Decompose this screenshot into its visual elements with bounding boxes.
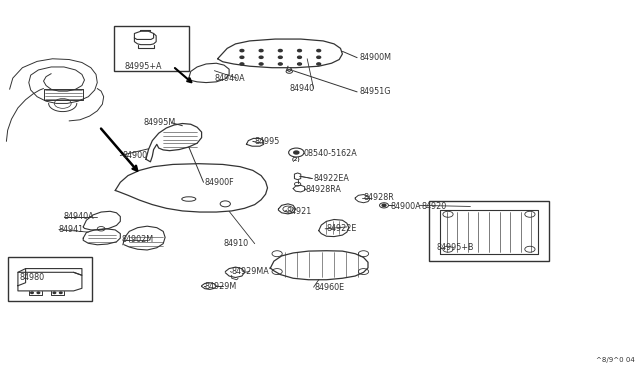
Text: 84921: 84921 bbox=[287, 207, 312, 216]
Circle shape bbox=[317, 63, 321, 65]
Circle shape bbox=[240, 63, 244, 65]
Text: 84951G: 84951G bbox=[360, 87, 391, 96]
Circle shape bbox=[31, 292, 33, 294]
Circle shape bbox=[298, 63, 301, 65]
Circle shape bbox=[317, 56, 321, 58]
Circle shape bbox=[240, 49, 244, 52]
Text: 84995: 84995 bbox=[255, 137, 280, 146]
Text: 84929MA: 84929MA bbox=[232, 267, 269, 276]
Circle shape bbox=[259, 56, 263, 58]
Text: 84960E: 84960E bbox=[315, 283, 345, 292]
Circle shape bbox=[278, 49, 282, 52]
Circle shape bbox=[53, 292, 56, 294]
Text: 84920: 84920 bbox=[421, 202, 446, 211]
Text: 84995M: 84995M bbox=[144, 118, 176, 127]
Text: ^8/9^0 04: ^8/9^0 04 bbox=[596, 357, 635, 363]
Text: 84900F: 84900F bbox=[205, 178, 234, 187]
Circle shape bbox=[259, 63, 263, 65]
Text: 84922EA: 84922EA bbox=[314, 174, 349, 183]
Text: (2): (2) bbox=[292, 157, 301, 162]
Circle shape bbox=[37, 292, 40, 294]
Text: 84929M: 84929M bbox=[205, 282, 237, 291]
Text: 84900: 84900 bbox=[123, 151, 148, 160]
Text: (2): (2) bbox=[292, 157, 301, 162]
Text: 84995+B: 84995+B bbox=[436, 243, 474, 252]
Text: 84900M: 84900M bbox=[360, 53, 392, 62]
Circle shape bbox=[240, 56, 244, 58]
Text: 84928R: 84928R bbox=[364, 193, 394, 202]
Circle shape bbox=[278, 56, 282, 58]
Text: 84900A: 84900A bbox=[390, 202, 421, 211]
Circle shape bbox=[298, 56, 301, 58]
Circle shape bbox=[259, 49, 263, 52]
Text: 08540-5162A: 08540-5162A bbox=[304, 149, 358, 158]
Text: 84941: 84941 bbox=[59, 225, 84, 234]
Text: 84922E: 84922E bbox=[326, 224, 356, 233]
Circle shape bbox=[294, 151, 299, 154]
Bar bbox=[8, 257, 92, 301]
Circle shape bbox=[60, 292, 62, 294]
Circle shape bbox=[298, 49, 301, 52]
Bar bbox=[114, 26, 189, 71]
Text: 84995+A: 84995+A bbox=[125, 62, 163, 71]
Text: 84902M: 84902M bbox=[122, 235, 154, 244]
Circle shape bbox=[278, 63, 282, 65]
Circle shape bbox=[317, 49, 321, 52]
Bar bbox=[429, 201, 549, 261]
Text: 84980: 84980 bbox=[19, 273, 44, 282]
Text: 84940: 84940 bbox=[289, 84, 314, 93]
Text: 84910: 84910 bbox=[224, 239, 249, 248]
Circle shape bbox=[382, 204, 386, 206]
Text: 84928RA: 84928RA bbox=[306, 185, 342, 194]
Text: 84940A: 84940A bbox=[214, 74, 245, 83]
Text: 84940A: 84940A bbox=[64, 212, 95, 221]
Ellipse shape bbox=[182, 197, 196, 201]
